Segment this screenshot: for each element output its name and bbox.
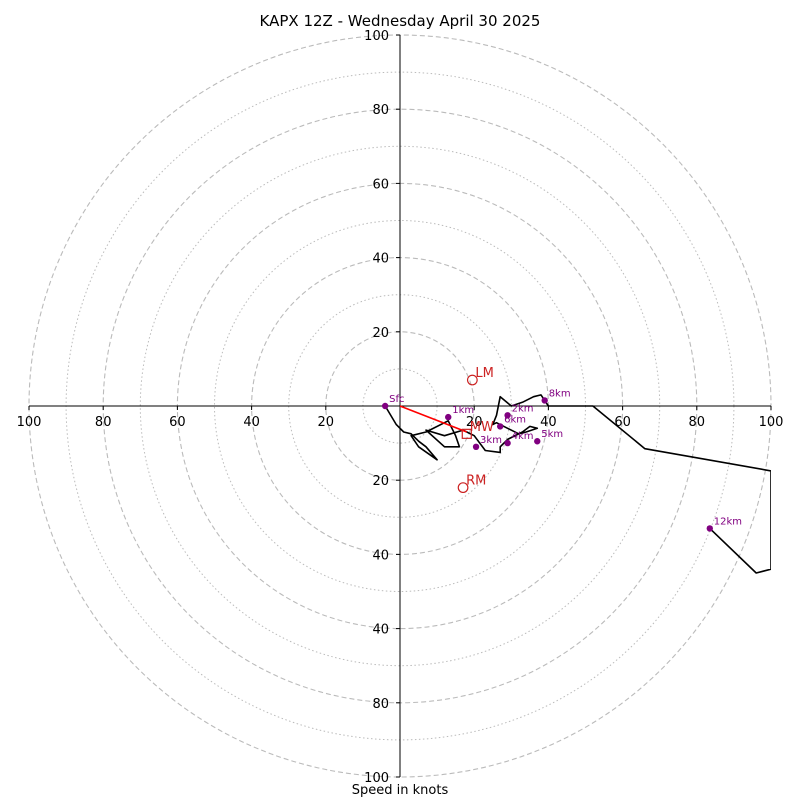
height-markers: Sfc 1km 2km 3km 4km 5km 6km 8km 12km (381, 388, 742, 532)
height-marker-dot (504, 412, 511, 419)
y-tick-label: 100 (364, 29, 389, 44)
hodograph-traces (384, 394, 771, 574)
height-marker-label: 3km (480, 435, 502, 446)
height-marker-label: 1km (452, 405, 474, 416)
height-marker-label: 2km (512, 403, 534, 414)
height-marker-dot (534, 438, 541, 445)
y-tick-label: 40 (372, 548, 389, 563)
x-axis-label: Speed in knots (351, 783, 449, 798)
y-tick-label: 20 (372, 474, 389, 489)
height-marker-dot (504, 439, 511, 447)
height-marker-dot (496, 423, 504, 430)
storm-motion-marker (461, 428, 472, 439)
x-tick-label: 80 (689, 415, 706, 430)
x-tick-label: 40 (540, 415, 557, 430)
y-tick-label: 60 (372, 177, 389, 192)
x-tick-label: 40 (243, 415, 260, 430)
storm-motion-label: RM (466, 474, 486, 489)
storm-motion-marker (466, 374, 478, 386)
y-tick-label: 40 (372, 252, 389, 267)
y-tick-label: 20 (372, 326, 389, 341)
storm-motion-label: MW (470, 420, 494, 435)
axis-ticks: 100 80 60 40 20 20 40 60 80 100 100 80 60 40 20 20 40 40 8… (17, 29, 784, 786)
height-marker-label: 5km (541, 429, 563, 440)
height-marker-label: 6km (504, 414, 526, 425)
height-marker-label: 4km (512, 431, 534, 442)
storm-motion-label: LM (475, 366, 493, 381)
storm-motion-marker (457, 482, 469, 494)
shear-vector (399, 405, 468, 433)
height-marker-label: 8km (549, 388, 571, 399)
x-tick-label: 60 (614, 415, 631, 430)
storm-motions: LM MW RM (457, 366, 494, 494)
chart-title: KAPX 12Z - Wednesday April 30 2025 (259, 12, 541, 30)
x-tick-label: 20 (466, 415, 483, 430)
height-marker-dot (541, 397, 548, 404)
height-marker-label: Sfc (389, 394, 404, 405)
y-tick-label: 40 (372, 623, 389, 638)
hodograph-line (384, 394, 771, 574)
height-marker-label: 12km (714, 516, 742, 527)
height-marker-dot (381, 402, 389, 410)
height-marker-dot (706, 525, 713, 532)
x-tick-label: 60 (169, 415, 186, 430)
height-marker-dot (472, 443, 480, 451)
x-tick-label: 20 (318, 415, 335, 430)
y-tick-label: 80 (372, 697, 389, 712)
height-marker-dot (445, 413, 452, 421)
y-tick-label: 80 (372, 103, 389, 118)
x-tick-label: 100 (17, 415, 42, 430)
y-tick-label: 100 (364, 771, 389, 786)
x-tick-label: 80 (95, 415, 112, 430)
x-tick-label: 100 (759, 415, 784, 430)
